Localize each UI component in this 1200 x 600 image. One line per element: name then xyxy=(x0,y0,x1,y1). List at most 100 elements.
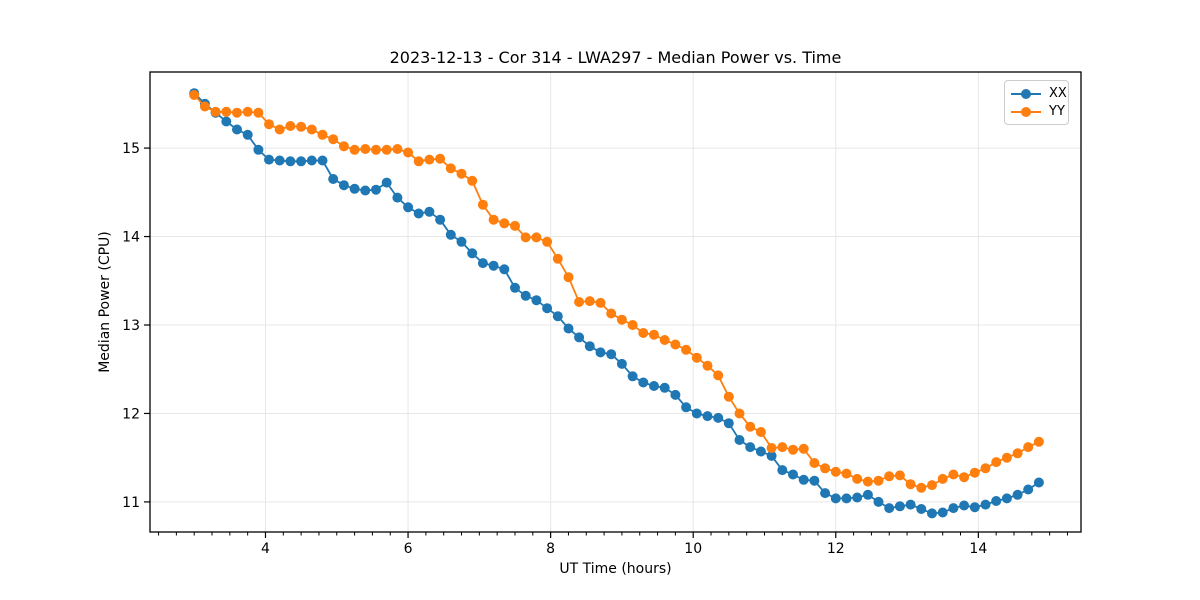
series-YY-marker xyxy=(916,482,927,493)
series-YY-marker xyxy=(424,154,435,165)
series-YY-marker xyxy=(691,352,702,363)
series-YY-marker xyxy=(542,236,553,247)
series-YY-marker xyxy=(777,442,788,453)
series-YY-marker xyxy=(894,470,905,481)
series-XX-marker xyxy=(606,349,617,360)
legend-item-label: XX xyxy=(1049,86,1067,101)
series-YY-marker xyxy=(820,463,831,474)
series-XX-marker xyxy=(595,347,606,358)
series-XX-marker xyxy=(670,389,681,400)
series-XX-marker xyxy=(520,290,531,301)
x-tick-label: 8 xyxy=(546,541,555,557)
series-YY-marker xyxy=(360,144,371,154)
series-YY-line xyxy=(193,94,1040,489)
series-XX-marker xyxy=(1033,477,1044,488)
series-XX-marker xyxy=(745,442,756,453)
series-YY-marker xyxy=(349,144,360,155)
series-YY-marker xyxy=(563,272,574,283)
axes-spines xyxy=(149,71,1082,533)
y-tick-label: 13 xyxy=(122,318,140,334)
series-YY-marker xyxy=(905,479,916,490)
series-XX-marker xyxy=(413,208,424,219)
series-XX-marker xyxy=(1012,489,1023,500)
x-tick-label: 14 xyxy=(969,541,987,557)
series-YY-marker xyxy=(584,296,595,307)
series-YY-marker xyxy=(1012,448,1023,459)
series-YY-marker xyxy=(852,473,863,484)
series-XX-marker xyxy=(285,156,296,167)
x-tick-label: 12 xyxy=(827,541,845,557)
series-XX-marker xyxy=(980,499,991,510)
series-XX-marker xyxy=(916,504,927,514)
series-YY-marker xyxy=(338,141,349,152)
series-XX-marker xyxy=(798,474,809,485)
series-YY-marker xyxy=(937,473,948,484)
series-YY-marker xyxy=(467,175,478,186)
series-XX-marker xyxy=(766,450,777,461)
series-XX-marker xyxy=(991,496,1002,506)
series-XX-marker xyxy=(467,248,478,259)
legend-item-label: YY xyxy=(1049,104,1065,119)
series-YY-marker xyxy=(381,144,392,155)
series-YY-marker xyxy=(317,129,328,140)
series-YY-marker xyxy=(264,119,274,130)
series-YY-marker xyxy=(274,124,285,135)
series-YY-marker xyxy=(488,214,499,225)
series-XX-marker xyxy=(649,381,659,391)
series-XX-marker xyxy=(873,496,884,507)
series-XX-marker xyxy=(852,492,863,503)
x-tick-label: 6 xyxy=(404,541,413,557)
series-YY-marker xyxy=(766,443,777,453)
y-tick-label: 12 xyxy=(122,406,140,422)
series-YY-marker xyxy=(681,344,692,355)
series-YY-marker xyxy=(980,463,991,474)
series-XX-marker xyxy=(691,408,702,419)
series-YY-marker xyxy=(306,124,317,135)
y-axis-label: Median Power (CPU) xyxy=(97,231,113,373)
series-YY-marker xyxy=(199,101,210,112)
legend: XX YY xyxy=(1004,80,1069,125)
series-YY-marker xyxy=(552,253,563,264)
series-YY-marker xyxy=(959,472,970,483)
series-XX-marker xyxy=(702,411,713,422)
series-YY-marker xyxy=(809,458,820,468)
series-XX-marker xyxy=(445,229,456,240)
x-tick-label: 10 xyxy=(684,541,702,557)
series-YY-marker xyxy=(702,360,713,371)
series-XX-marker xyxy=(638,377,649,388)
series-XX-marker xyxy=(713,412,724,423)
series-YY-marker xyxy=(606,308,617,319)
series-YY-marker xyxy=(296,121,307,132)
series-XX-marker xyxy=(371,184,381,195)
series-XX-marker xyxy=(927,508,937,519)
series-XX-marker xyxy=(499,264,510,275)
series-XX-marker xyxy=(221,116,232,127)
series-YY-marker xyxy=(531,232,542,243)
series-XX-marker xyxy=(574,332,585,343)
series-XX-marker xyxy=(338,180,349,191)
series-YY-marker xyxy=(371,144,381,155)
series-YY-marker xyxy=(403,147,414,158)
series-YY-marker xyxy=(328,134,339,145)
series-YY-marker xyxy=(510,220,520,231)
series-XX-marker xyxy=(862,489,873,500)
series-YY-marker xyxy=(520,232,531,243)
series-XX-marker xyxy=(232,124,242,135)
series-XX-marker xyxy=(296,156,307,167)
series-YY-marker xyxy=(745,421,756,432)
series-XX-marker xyxy=(552,311,563,322)
series-XX-marker xyxy=(820,488,831,499)
chart-title: 2023-12-13 - Cor 314 - LWA297 - Median P… xyxy=(389,48,842,67)
series-YY-marker xyxy=(1033,436,1044,447)
series-XX-marker xyxy=(884,503,895,514)
series-XX-marker xyxy=(937,507,948,518)
legend-line-marker-icon xyxy=(1011,106,1041,117)
series-YY-marker xyxy=(659,335,670,345)
x-axis-label: UT Time (hours) xyxy=(559,561,672,577)
series-YY-marker xyxy=(189,90,200,100)
series-XX-marker xyxy=(542,303,553,314)
series-YY-marker xyxy=(392,144,403,154)
series-XX-marker xyxy=(403,202,414,213)
series-YY-marker xyxy=(638,328,649,338)
